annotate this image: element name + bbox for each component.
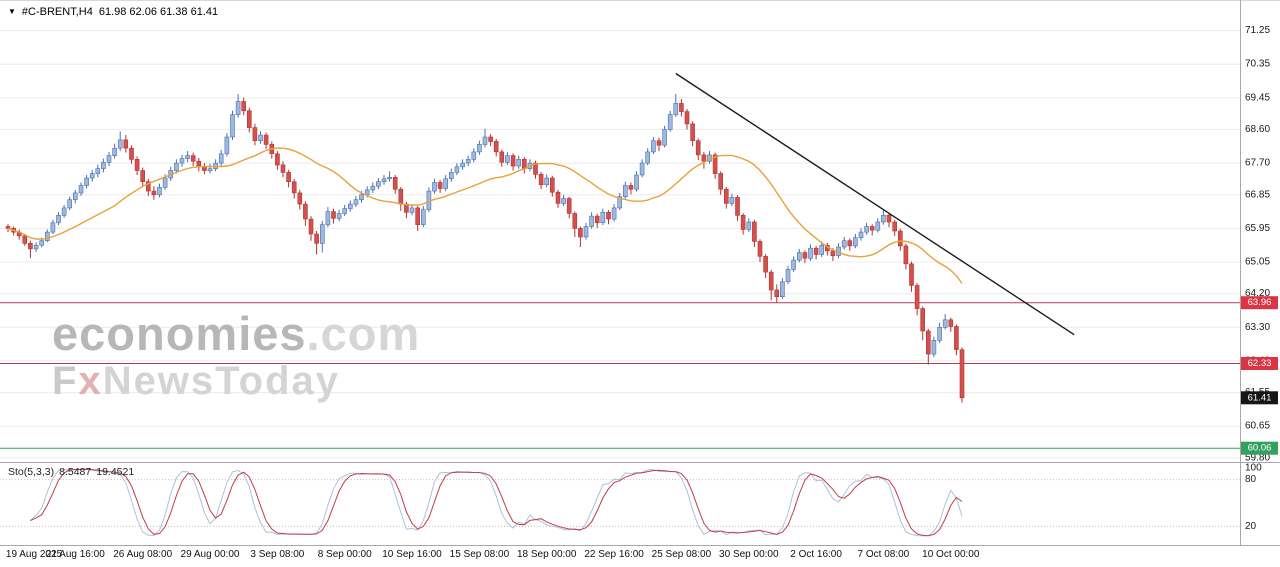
- watermark-line2: FxNewsToday: [52, 359, 341, 403]
- stochastic-d-line: [30, 468, 963, 537]
- svg-text:62.33: 62.33: [1248, 358, 1272, 369]
- stochastic-k-line: [30, 468, 963, 537]
- svg-text:3 Sep 08:00: 3 Sep 08:00: [250, 549, 304, 560]
- svg-text:60.65: 60.65: [1245, 421, 1270, 432]
- watermark-logo: economies.com FxNewsToday: [52, 310, 420, 401]
- stochastic-indicator-label: Sto(5,3,3) 8.5487 19.4521: [8, 466, 139, 478]
- svg-text:68.60: 68.60: [1245, 124, 1270, 135]
- svg-text:80: 80: [1245, 474, 1257, 485]
- svg-text:67.70: 67.70: [1245, 158, 1270, 169]
- stochastic-d-value: 19.4521: [96, 466, 135, 478]
- symbol-info-bar: ▼ #C-BRENT,H4 61.98 62.06 61.38 61.41: [8, 6, 218, 18]
- support-resistance-lines[interactable]: [0, 302, 1240, 449]
- svg-text:20: 20: [1245, 521, 1257, 532]
- svg-text:69.45: 69.45: [1245, 92, 1270, 103]
- svg-text:7 Oct 08:00: 7 Oct 08:00: [858, 549, 910, 560]
- watermark-domain: .com: [306, 307, 421, 360]
- price-axis-badges: 63.96 62.33 60.06 61.41: [1241, 296, 1278, 455]
- symbol-dropdown-icon[interactable]: ▼: [8, 7, 16, 16]
- svg-text:15 Sep 08:00: 15 Sep 08:00: [450, 549, 510, 560]
- panel-borders: [0, 0, 1280, 546]
- watermark-brand: economies: [52, 307, 307, 360]
- stochastic-name: Sto(5,3,3): [8, 466, 55, 478]
- svg-text:59.80: 59.80: [1245, 452, 1270, 463]
- svg-text:70.35: 70.35: [1245, 59, 1270, 70]
- svg-text:29 Aug 00:00: 29 Aug 00:00: [181, 549, 240, 560]
- symbol-ohlc-values: 61.98 62.06 61.38 61.41: [98, 6, 219, 18]
- svg-text:30 Sep 00:00: 30 Sep 00:00: [719, 549, 779, 560]
- symbol-name: #C-BRENT,H4: [21, 6, 93, 18]
- svg-text:19 Aug 2025: 19 Aug 2025: [6, 549, 63, 560]
- svg-text:65.05: 65.05: [1245, 257, 1270, 268]
- stochastic-k-value: 8.5487: [59, 466, 92, 478]
- svg-text:100: 100: [1245, 463, 1262, 474]
- svg-text:63.30: 63.30: [1245, 322, 1270, 333]
- moving-average-line[interactable]: [7, 147, 963, 284]
- svg-text:71.25: 71.25: [1245, 25, 1270, 36]
- descending-trendline[interactable]: [675, 72, 1075, 336]
- svg-text:21 Aug 16:00: 21 Aug 16:00: [46, 549, 105, 560]
- svg-text:61.41: 61.41: [1248, 392, 1272, 403]
- svg-text:64.20: 64.20: [1245, 288, 1270, 299]
- svg-text:66.85: 66.85: [1245, 189, 1270, 200]
- svg-text:22 Sep 16:00: 22 Sep 16:00: [584, 549, 644, 560]
- svg-text:10 Oct 00:00: 10 Oct 00:00: [922, 549, 980, 560]
- svg-text:26 Aug 08:00: 26 Aug 08:00: [113, 549, 172, 560]
- svg-text:2 Oct 16:00: 2 Oct 16:00: [790, 549, 842, 560]
- svg-text:25 Sep 08:00: 25 Sep 08:00: [652, 549, 712, 560]
- svg-text:65.95: 65.95: [1245, 223, 1270, 234]
- svg-text:8 Sep 00:00: 8 Sep 00:00: [318, 549, 372, 560]
- svg-text:18 Sep 00:00: 18 Sep 00:00: [517, 549, 577, 560]
- svg-text:63.96: 63.96: [1248, 297, 1272, 308]
- svg-text:10 Sep 16:00: 10 Sep 16:00: [382, 549, 442, 560]
- svg-text:60.06: 60.06: [1248, 443, 1272, 454]
- stochastic-levels: [0, 479, 1240, 527]
- watermark-line1: economies.com: [52, 310, 420, 357]
